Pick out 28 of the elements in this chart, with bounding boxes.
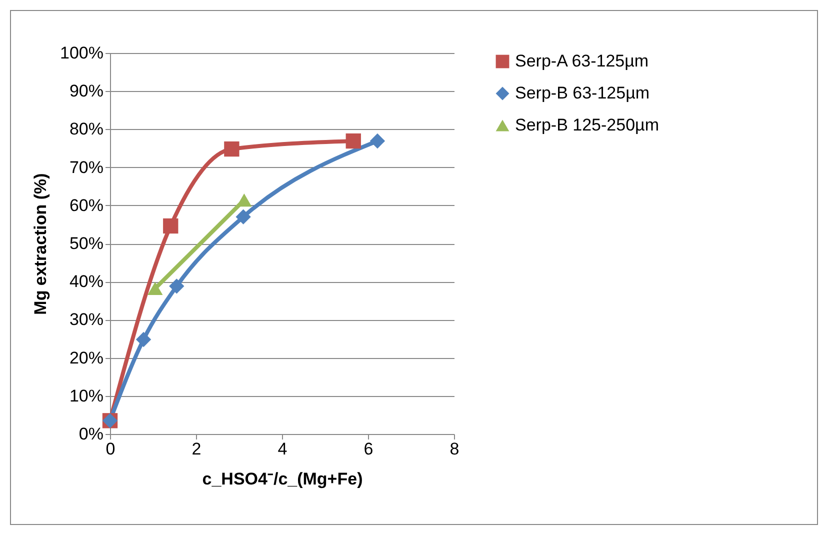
y-tick-label: 70% [69,158,104,177]
point [346,133,361,149]
y-tick-label: 30% [69,310,104,330]
legend-label: Serp-A 63-125µm [515,52,649,70]
legend-label: Serp-B 63-125µm [515,84,650,102]
legend-label: Serp-B 125-250µm [515,116,659,134]
y-tick-label: 100% [60,44,104,62]
point [163,218,178,234]
y-tick-label: 20% [69,348,104,368]
point [224,141,240,157]
x-tick-label: 4 [278,440,288,458]
y-tick-label: 50% [69,234,104,253]
x-axis-title: c_HSO4⁻/c_(Mg+Fe) [202,470,363,488]
point [236,209,251,224]
y-tick-label: 40% [69,272,104,292]
y-tick-label: 60% [69,196,104,215]
x-tick-label: 0 [106,440,116,458]
y-axis-title: Mg extraction (%) [31,173,50,315]
point [136,332,152,348]
y-tick-label: 0% [78,424,104,444]
y-tick-label: 90% [69,82,104,101]
x-tick-label: 2 [192,440,202,458]
y-tick-label: 10% [69,386,104,406]
x-tick-label: 6 [364,440,374,458]
point [370,133,386,149]
x-tick-label: 8 [450,440,460,458]
point [169,278,184,294]
y-tick-label: 80% [69,120,104,139]
